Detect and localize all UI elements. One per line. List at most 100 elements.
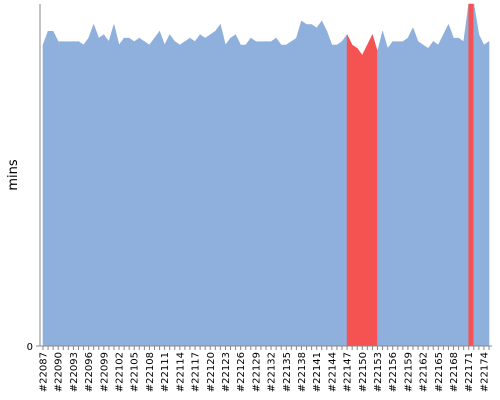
area-segment bbox=[159, 31, 165, 347]
x-tick-label: #22150 bbox=[358, 352, 369, 392]
area-segment bbox=[250, 37, 257, 347]
area-segment bbox=[417, 41, 424, 347]
area-segment bbox=[306, 24, 312, 347]
area-segment bbox=[103, 33, 110, 347]
area-segment bbox=[260, 41, 267, 347]
area-segment bbox=[98, 34, 105, 347]
area-segment bbox=[57, 41, 64, 347]
area-segment bbox=[311, 23, 317, 347]
area-segment bbox=[432, 41, 439, 347]
area-segment bbox=[422, 44, 429, 347]
area-segment bbox=[316, 20, 323, 347]
area-segment bbox=[73, 41, 79, 347]
area-segment bbox=[285, 41, 292, 347]
area-segment bbox=[367, 34, 373, 347]
x-tick-label: #22105 bbox=[130, 352, 141, 392]
x-tick-label: #22138 bbox=[297, 352, 308, 392]
x-tick-label: #22117 bbox=[191, 352, 202, 392]
area-segment bbox=[209, 30, 216, 347]
x-tick-label: #22090 bbox=[54, 352, 65, 392]
area-segment bbox=[448, 24, 454, 347]
x-tick-label: #22099 bbox=[99, 352, 110, 392]
area-segment bbox=[473, 3, 480, 347]
area-segment bbox=[468, 3, 475, 347]
area-segment bbox=[270, 37, 277, 347]
y-tick-label: 0 bbox=[27, 342, 33, 353]
area-segment bbox=[62, 41, 69, 347]
x-tick-label: #22168 bbox=[449, 352, 460, 392]
area-segment bbox=[407, 27, 414, 347]
area-segment bbox=[83, 37, 89, 347]
area-segment bbox=[52, 31, 59, 347]
x-tick-label: #22123 bbox=[221, 352, 232, 392]
area-segment bbox=[204, 34, 211, 347]
x-tick-label: #22126 bbox=[236, 352, 247, 392]
area-segment bbox=[194, 33, 201, 347]
area-segment bbox=[220, 24, 226, 347]
area-segment bbox=[463, 3, 470, 347]
x-tick-label: #22111 bbox=[160, 352, 171, 392]
x-tick-label: #22171 bbox=[464, 352, 475, 392]
area-segment bbox=[108, 24, 115, 347]
area-segment bbox=[230, 34, 236, 347]
x-tick-label: #22096 bbox=[84, 352, 95, 392]
area-segment bbox=[240, 44, 247, 347]
x-tick-label: #22093 bbox=[69, 352, 80, 392]
area-segment bbox=[361, 44, 368, 347]
area-segment bbox=[372, 34, 378, 347]
area-segment bbox=[301, 20, 307, 347]
area-segment bbox=[113, 24, 120, 347]
area-segment bbox=[93, 24, 100, 347]
x-tick-label: #22135 bbox=[282, 352, 293, 392]
area-segment bbox=[392, 41, 399, 347]
area-segment bbox=[128, 37, 135, 347]
area-segment bbox=[427, 40, 434, 347]
area-segment bbox=[189, 37, 196, 347]
area-segment bbox=[78, 41, 84, 347]
area-segment bbox=[169, 33, 176, 347]
area-segment bbox=[235, 34, 241, 347]
area-segment bbox=[326, 31, 333, 347]
x-tick-label: #22141 bbox=[312, 352, 323, 392]
area-segment bbox=[377, 31, 383, 347]
area-segment bbox=[144, 41, 150, 347]
area-segment bbox=[346, 34, 353, 347]
x-tick-label: #22120 bbox=[206, 352, 217, 392]
x-tick-label: #22153 bbox=[373, 352, 384, 392]
area-segment bbox=[133, 37, 140, 347]
x-tick-label: #22114 bbox=[175, 352, 186, 392]
area-segment bbox=[245, 37, 252, 347]
area-segment bbox=[280, 44, 287, 347]
area-segment bbox=[341, 33, 348, 347]
x-tick-label: #22087 bbox=[39, 352, 50, 392]
area-segment bbox=[483, 41, 490, 347]
area-segment bbox=[184, 37, 191, 347]
y-axis-label: mins bbox=[6, 159, 21, 191]
area-segment bbox=[412, 27, 419, 347]
area-segment bbox=[443, 24, 449, 347]
x-tick-label: #22132 bbox=[267, 352, 278, 392]
area-segment bbox=[47, 31, 54, 347]
x-tick-label: #22174 bbox=[479, 352, 490, 392]
area-segment bbox=[123, 37, 130, 347]
area-segment bbox=[321, 20, 328, 347]
area-segment bbox=[336, 41, 343, 347]
area-segment bbox=[174, 41, 181, 347]
area-segment bbox=[296, 21, 302, 347]
x-tick-label: #22165 bbox=[434, 352, 445, 392]
area-segment bbox=[458, 37, 464, 347]
area-segment bbox=[397, 41, 404, 347]
x-tick-label: #22102 bbox=[115, 352, 126, 392]
x-tick-label: #22108 bbox=[145, 352, 156, 392]
area-segment bbox=[478, 34, 485, 347]
area-segment bbox=[149, 37, 155, 347]
area-segment bbox=[199, 34, 206, 347]
area-segment bbox=[275, 37, 282, 347]
area-segment bbox=[118, 37, 125, 347]
area-segment bbox=[387, 40, 394, 347]
area-segment bbox=[164, 34, 171, 347]
area-segment bbox=[68, 41, 74, 347]
area-segment bbox=[225, 37, 231, 347]
area-segment bbox=[138, 37, 145, 347]
x-tick-label: #22129 bbox=[251, 352, 262, 392]
